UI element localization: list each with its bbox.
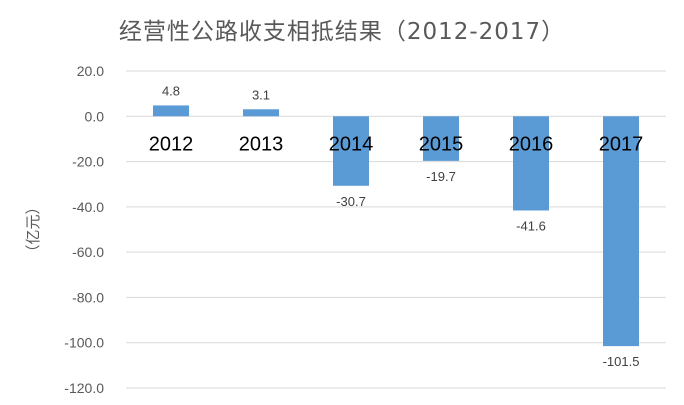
chart-title: 经营性公路收支相抵结果（2012-2017） <box>118 19 566 45</box>
y-tick-label: -120.0 <box>64 380 104 396</box>
y-tick-label: -20.0 <box>72 154 104 170</box>
data-label-2014: -30.7 <box>336 194 366 209</box>
x-tick-label-2012: 2012 <box>149 133 194 155</box>
bar-2012 <box>153 105 189 117</box>
x-tick-label-2013: 2013 <box>239 133 284 155</box>
bar-2013 <box>243 109 279 117</box>
bar-2016 <box>513 116 549 211</box>
x-tick-label-2017: 2017 <box>599 133 644 155</box>
data-label-2016: -41.6 <box>516 218 546 233</box>
bar-2017 <box>603 116 639 347</box>
data-label-2012: 4.8 <box>162 83 180 98</box>
data-label-2017: -101.5 <box>603 354 640 369</box>
bar-2015 <box>423 116 459 161</box>
y-axis-label: （亿元） <box>24 199 42 259</box>
y-tick-label: -100.0 <box>64 335 104 351</box>
bar-2014 <box>333 116 369 186</box>
y-tick-label: -80.0 <box>72 289 104 305</box>
y-tick-label: -40.0 <box>72 199 104 215</box>
x-tick-label-2015: 2015 <box>419 133 464 155</box>
x-tick-label-2014: 2014 <box>329 133 374 155</box>
data-label-2015: -19.7 <box>426 169 456 184</box>
y-tick-label: 20.0 <box>77 63 104 79</box>
data-label-2013: 3.1 <box>252 87 270 102</box>
y-tick-label: -60.0 <box>72 244 104 260</box>
x-tick-label-2016: 2016 <box>509 133 554 155</box>
y-tick-label: 0.0 <box>85 108 105 124</box>
